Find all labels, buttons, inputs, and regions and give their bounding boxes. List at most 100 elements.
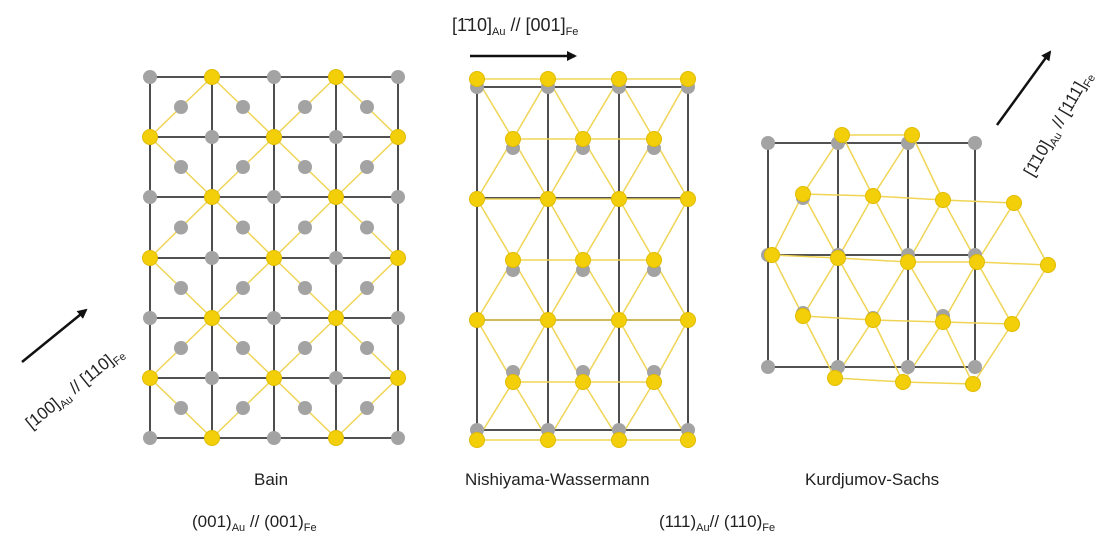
fe-atom [391, 431, 405, 445]
nw-ks-fe-plane: (110) [723, 512, 763, 531]
au-atom [204, 430, 220, 446]
au-atom [680, 191, 696, 207]
fe-atom [267, 431, 281, 445]
au-bond [942, 199, 1015, 204]
nw-direction-label: [1̄10]Au // [001]Fe [452, 15, 578, 38]
fe-atom [360, 341, 374, 355]
fe-atom [360, 281, 374, 295]
au-atom [142, 250, 158, 266]
au-atom [900, 254, 916, 270]
au-atom [795, 186, 811, 202]
bain-fe-plane: (001) [264, 512, 304, 531]
fe-atom [761, 136, 775, 150]
au-bond [902, 381, 974, 385]
au-bond [476, 198, 514, 261]
fe-atom [267, 311, 281, 325]
panel-title-nishiyama-wassermann: Nishiyama-Wassermann [465, 470, 650, 489]
fe-atom [329, 371, 343, 385]
au-bond [512, 198, 549, 261]
au-atom [611, 312, 627, 328]
au-atom [469, 432, 485, 448]
au-bond [802, 257, 839, 317]
fe-atom [205, 130, 219, 144]
au-bond [907, 261, 944, 323]
au-atom [328, 310, 344, 326]
fe-atom [360, 401, 374, 415]
au-atom [142, 129, 158, 145]
fe-atom [298, 401, 312, 415]
fe-atom [360, 220, 374, 235]
fe-atom [174, 401, 188, 415]
au-bond [582, 198, 620, 261]
au-bond [911, 134, 944, 201]
au-atom [795, 308, 811, 324]
au-bond [802, 193, 839, 259]
nw-au-subscript: Au [492, 26, 506, 38]
au-atom [611, 71, 627, 87]
fe-atom [267, 70, 281, 84]
au-atom [505, 252, 521, 268]
au-atom [827, 370, 843, 386]
bain-au-plane: (001) [192, 512, 232, 531]
au-atom [266, 250, 282, 266]
au-bond [976, 261, 1013, 325]
au-atom [540, 71, 556, 87]
au-bond [872, 195, 944, 201]
fe-atom [360, 100, 374, 114]
au-bond [834, 377, 904, 383]
au-bond [771, 193, 804, 256]
au-atom [540, 312, 556, 328]
fe-atom [391, 190, 405, 204]
au-atom [680, 312, 696, 328]
nw-ks-fe-plane-subscript: Fe [762, 522, 776, 534]
bain-plane-separator: // [245, 512, 265, 531]
bain-direction-arrow [21, 308, 88, 363]
fe-atom [236, 220, 250, 235]
au-atom [865, 312, 881, 328]
au-bond [653, 198, 689, 261]
au-atom [575, 252, 591, 268]
fe-atom [298, 341, 312, 355]
au-atom [1006, 195, 1022, 211]
au-bond [872, 261, 909, 321]
au-bond [771, 254, 804, 317]
au-atom [328, 69, 344, 85]
au-atom [830, 250, 846, 266]
au-bond [976, 202, 1015, 263]
au-atom [204, 310, 220, 326]
au-bond [841, 134, 874, 197]
au-bond [976, 261, 1049, 266]
fe-atom [329, 251, 343, 265]
au-atom [575, 131, 591, 147]
au-atom [204, 69, 220, 85]
nw-ks-au-plane: (111) [659, 512, 697, 531]
au-bond [837, 257, 909, 263]
au-bond [872, 319, 904, 383]
nw-ks-plane-label: (111)Au// (110)Fe [659, 512, 775, 534]
bain-plane-label: (001)Au // (001)Fe [192, 512, 317, 534]
au-atom [680, 432, 696, 448]
fe-atom [143, 311, 157, 325]
panel-title-kurdjumov-sachs: Kurdjumov-Sachs [805, 470, 940, 489]
au-bond [942, 321, 1013, 325]
direction-arrows [21, 50, 1052, 363]
au-atom [969, 254, 985, 270]
au-atom [611, 191, 627, 207]
nw-ks-au-plane-subscript: Au [696, 522, 710, 534]
au-bond [1011, 264, 1049, 325]
au-bond [1013, 202, 1049, 266]
bain-au-plane-subscript: Au [231, 522, 246, 534]
fe-atom [236, 160, 250, 174]
au-atom [505, 131, 521, 147]
fe-atom [174, 281, 188, 295]
au-atom [540, 432, 556, 448]
fe-atom [236, 281, 250, 295]
au-atom [764, 247, 780, 263]
fe-atom [236, 401, 250, 415]
au-bond [802, 193, 874, 197]
fe-atom [901, 360, 915, 374]
au-atom [505, 374, 521, 390]
fe-atom [360, 160, 374, 174]
bain-lattice [142, 69, 406, 446]
